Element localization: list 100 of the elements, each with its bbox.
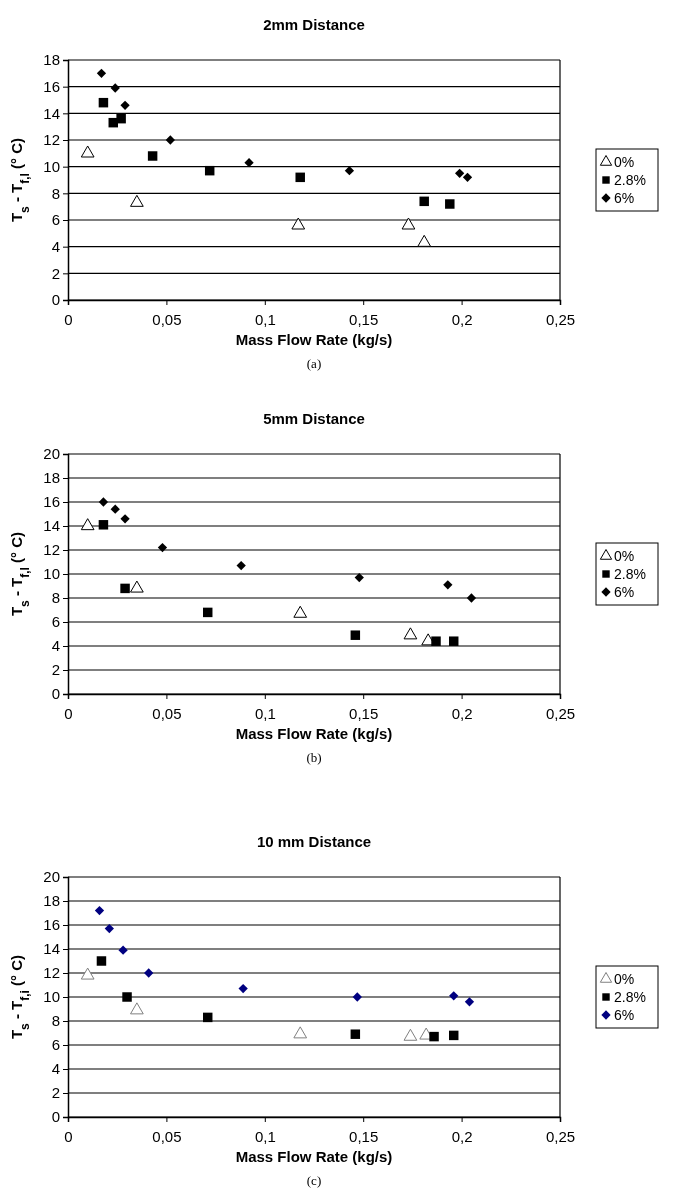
point xyxy=(449,991,459,1001)
point xyxy=(202,607,213,618)
point xyxy=(445,199,455,209)
y-tick-label: 4 xyxy=(51,237,60,255)
x-tick-label: 0,2 xyxy=(451,704,473,722)
point xyxy=(448,636,459,646)
point xyxy=(448,1030,459,1041)
y-tick-label: 20 xyxy=(43,445,60,463)
y-tick-label: 16 xyxy=(43,77,60,95)
legend-label: 6% xyxy=(614,1007,635,1023)
y-tick-label: 2 xyxy=(51,661,60,679)
point xyxy=(110,504,120,514)
point xyxy=(96,68,107,78)
y-tick-label: 10 xyxy=(43,157,60,175)
y-tick-label: 16 xyxy=(43,493,60,511)
x-tick-label: 0,15 xyxy=(349,1127,379,1145)
point xyxy=(291,217,306,230)
legend-label: 0% xyxy=(614,971,635,987)
x-tick-label: 0,1 xyxy=(254,1127,276,1145)
y-tick-label: 20 xyxy=(43,868,60,886)
point xyxy=(431,636,441,646)
x-tick-label: 0 xyxy=(64,310,73,328)
x-tick-label: 0,25 xyxy=(545,310,576,328)
y-tick-label: 16 xyxy=(43,916,60,934)
y-tick-label: 0 xyxy=(51,291,60,309)
point xyxy=(454,168,465,178)
point xyxy=(94,905,105,916)
x-tick-label: 0,25 xyxy=(545,1127,576,1145)
y-tick-label: 4 xyxy=(51,1060,60,1078)
point xyxy=(120,514,130,524)
y-tick-label: 10 xyxy=(43,988,60,1006)
point xyxy=(80,967,95,980)
point xyxy=(466,593,477,603)
point xyxy=(464,997,475,1007)
point xyxy=(350,1029,361,1039)
x-tick-label: 0,1 xyxy=(254,704,276,722)
point xyxy=(403,1028,418,1041)
y-tick-label: 12 xyxy=(43,964,60,982)
y-tick-label: 8 xyxy=(51,184,60,202)
point xyxy=(122,992,132,1002)
point xyxy=(293,1026,308,1039)
legend-label: 2.8% xyxy=(614,172,646,188)
text: (c) xyxy=(306,1173,322,1188)
point xyxy=(401,217,416,230)
point xyxy=(350,630,361,640)
y-tick-label: 4 xyxy=(51,637,60,655)
chart-title: 10 mm Distance xyxy=(256,833,372,850)
point xyxy=(120,583,130,594)
point xyxy=(144,968,154,978)
point xyxy=(98,497,109,507)
y-tick-label: 6 xyxy=(51,211,60,229)
point xyxy=(98,520,109,530)
x-tick-label: 0,2 xyxy=(451,1127,473,1145)
x-tick-label: 0 xyxy=(64,704,73,722)
y-tick-label: 14 xyxy=(43,940,60,958)
y-tick-label: 6 xyxy=(51,1036,60,1054)
x-tick-label: 0 xyxy=(64,1127,73,1145)
point xyxy=(130,194,144,207)
x-axis-title: Mass Flow Rate (kg/s) xyxy=(235,331,393,348)
y-tick-label: 12 xyxy=(43,131,60,149)
point xyxy=(202,1012,213,1023)
point xyxy=(429,1031,439,1042)
point xyxy=(236,560,246,571)
point xyxy=(238,983,248,994)
point xyxy=(147,151,158,161)
point xyxy=(462,172,473,182)
point xyxy=(293,605,308,618)
x-tick-label: 0,05 xyxy=(152,1127,182,1145)
y-tick-label: 14 xyxy=(43,517,60,535)
point xyxy=(352,992,362,1002)
point xyxy=(295,172,305,183)
text: (a) xyxy=(306,356,322,371)
y-tick-label: 18 xyxy=(43,469,60,487)
point xyxy=(165,135,175,145)
point xyxy=(354,572,364,583)
y-tick-label: 0 xyxy=(51,1108,60,1126)
y-tick-label: 2 xyxy=(51,264,60,282)
y-tick-label: 2 xyxy=(51,1084,60,1102)
point xyxy=(80,145,95,158)
point xyxy=(130,1002,144,1015)
point xyxy=(157,542,168,553)
point xyxy=(130,580,144,593)
x-tick-label: 0,05 xyxy=(152,310,182,328)
x-tick-label: 0,25 xyxy=(545,704,576,722)
legend-label: 6% xyxy=(614,584,635,600)
point xyxy=(403,627,418,640)
point xyxy=(204,165,215,176)
y-tick-label: 14 xyxy=(43,104,60,122)
legend-label: 0% xyxy=(614,548,635,564)
x-axis-title: Mass Flow Rate (kg/s) xyxy=(235,725,393,742)
point xyxy=(118,945,128,955)
point xyxy=(96,956,107,966)
point xyxy=(443,580,453,590)
x-tick-label: 0,05 xyxy=(152,704,182,722)
y-tick-label: 18 xyxy=(43,51,60,69)
point xyxy=(344,166,355,176)
legend-label: 2.8% xyxy=(614,989,646,1005)
x-tick-label: 0,1 xyxy=(254,310,276,328)
point xyxy=(104,923,114,934)
x-tick-label: 0,2 xyxy=(451,310,473,328)
